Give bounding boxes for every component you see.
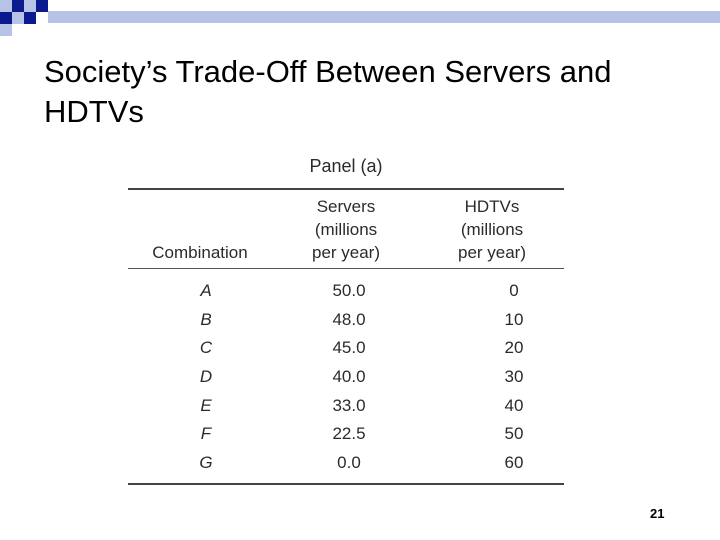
- table-top-rule: [128, 188, 564, 190]
- cell-hdtvs: 30: [504, 367, 524, 387]
- decorative-bar: [48, 11, 720, 23]
- cell-servers: 48.0: [332, 309, 366, 329]
- cell-combination: D: [199, 367, 213, 387]
- table-row: G 0.0 60: [128, 449, 564, 478]
- cell-servers: 22.5: [332, 424, 366, 444]
- table-body: A 50.0 0 B 48.0 10 C 45.0 20 D 40.0 30 E…: [128, 269, 564, 477]
- cell-combination: E: [200, 395, 212, 415]
- panel-title: Panel (a): [309, 156, 383, 176]
- table-header-rule: [128, 268, 564, 269]
- cell-hdtvs: 40: [504, 395, 524, 415]
- deco-square: [24, 12, 36, 24]
- table-header-row: Combination Servers (millions per year) …: [128, 190, 564, 268]
- deco-square: [12, 0, 24, 12]
- deco-square: [36, 0, 48, 12]
- decorative-header-pattern: [0, 0, 720, 36]
- page-number: 21: [650, 506, 665, 521]
- cell-hdtvs: 0: [509, 281, 519, 301]
- deco-square: [12, 12, 24, 24]
- cell-combination: C: [199, 338, 213, 358]
- table-row: B 48.0 10: [128, 306, 564, 335]
- cell-hdtvs: 10: [504, 309, 524, 329]
- table-row: D 40.0 30: [128, 363, 564, 392]
- data-table: Combination Servers (millions per year) …: [128, 188, 564, 486]
- slide-title: Society’s Trade-Off Between Servers and …: [44, 54, 612, 129]
- cell-combination: B: [200, 309, 212, 329]
- header-servers: Servers (millions per year): [311, 197, 381, 262]
- deco-square: [0, 12, 12, 24]
- table-row: A 50.0 0: [128, 277, 564, 306]
- cell-servers: 40.0: [332, 367, 366, 387]
- deco-square: [24, 0, 36, 12]
- cell-servers: 50.0: [332, 281, 366, 301]
- cell-servers: 0.0: [337, 452, 361, 472]
- table-bottom-rule: [128, 483, 564, 486]
- cell-combination: G: [199, 452, 213, 472]
- table-row: F 22.5 50: [128, 420, 564, 449]
- cell-combination: F: [200, 424, 212, 444]
- deco-square: [0, 0, 12, 12]
- header-hdtvs: HDTVs (millions per year): [457, 197, 527, 262]
- cell-hdtvs: 60: [504, 452, 524, 472]
- header-combination: Combination: [152, 243, 248, 262]
- deco-square: [0, 24, 12, 36]
- cell-combination: A: [200, 281, 212, 301]
- table-row: E 33.0 40: [128, 391, 564, 420]
- cell-hdtvs: 50: [504, 424, 524, 444]
- cell-hdtvs: 20: [504, 338, 524, 358]
- cell-servers: 45.0: [332, 338, 366, 358]
- table-row: C 45.0 20: [128, 334, 564, 363]
- cell-servers: 33.0: [332, 395, 366, 415]
